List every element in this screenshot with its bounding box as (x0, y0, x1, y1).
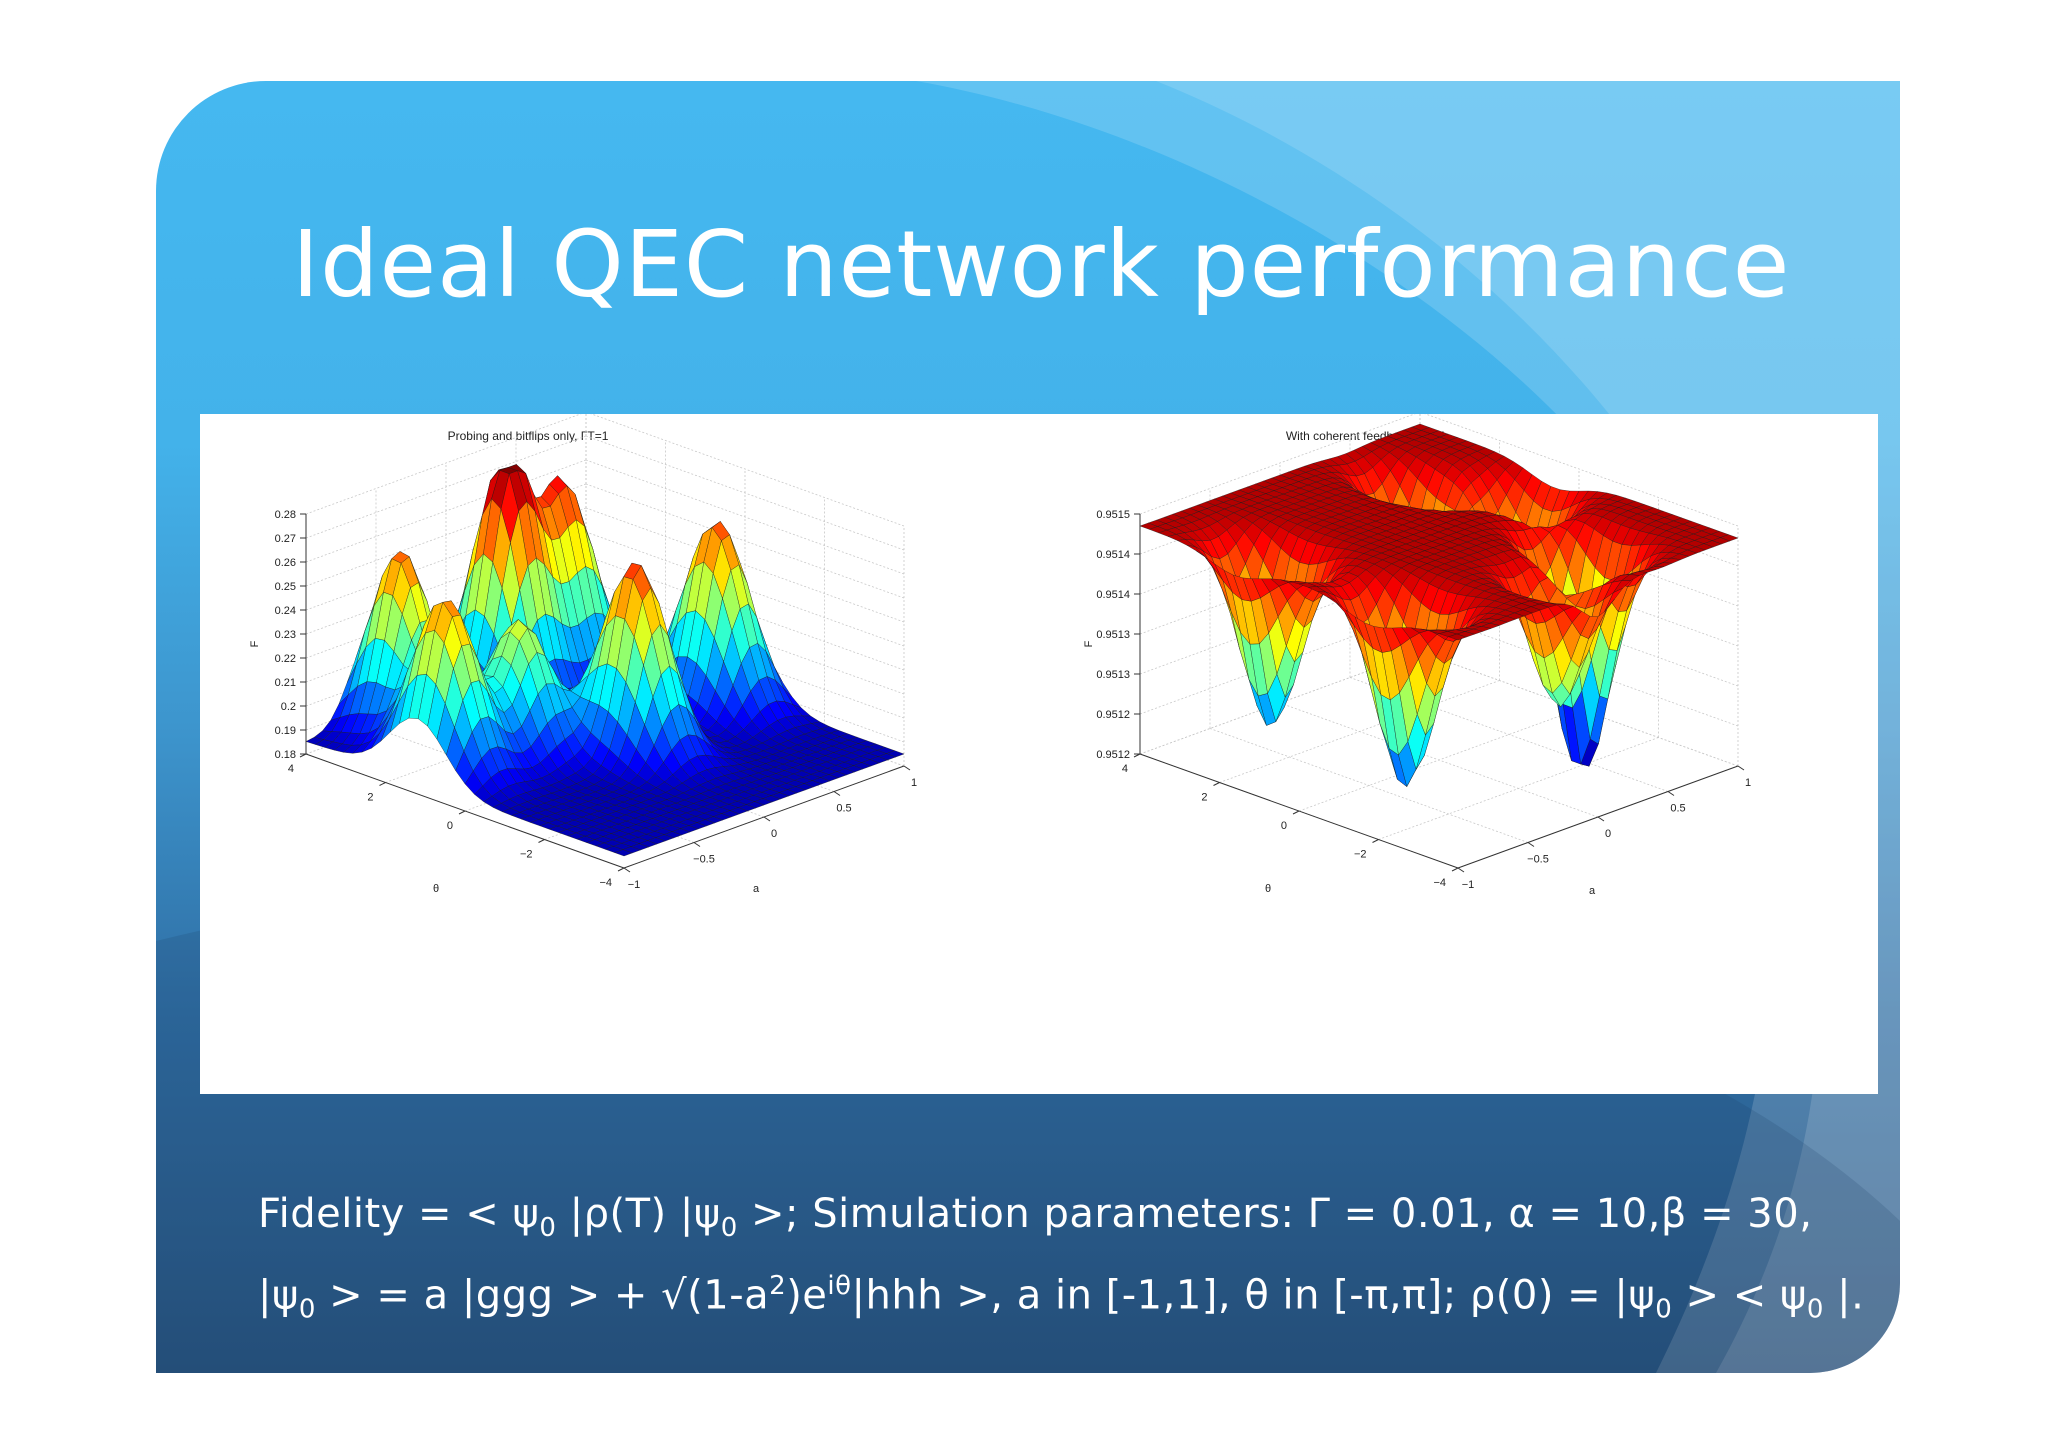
caption-line-2: |ψ0 > = a |ggg > + √(1-a2)eiθ|hhh >, a i… (258, 1257, 1864, 1338)
caption: Fidelity = < ψ0 |ρ(T) |ψ0 >; Simulation … (258, 1185, 1864, 1338)
z-tick-label: 0.19 (275, 725, 296, 737)
y-tick-label: −4 (1433, 877, 1446, 889)
y-tick-label: 4 (288, 763, 294, 775)
z-tick-label: 0.2 (281, 701, 296, 713)
z-tick-label: 0.27 (275, 533, 296, 545)
x-tick-label: −0.5 (693, 854, 715, 866)
z-tick-label: 0.28 (275, 509, 296, 521)
z-axis-label: F (1083, 640, 1095, 647)
y-axis-label: θ (1265, 883, 1271, 895)
y-axis-label: θ (433, 883, 439, 895)
x-tick-label: 1 (911, 777, 917, 789)
caption-text: Fidelity = < ψ (258, 1191, 540, 1237)
figure-panel: Probing and bitflips only, ΓT=1 −1 −0.5 0 0.… (200, 414, 1878, 1094)
y-tick-label: 2 (1201, 792, 1207, 804)
y-tick-label: −4 (599, 877, 612, 889)
caption-text: > = a |ggg > + √(1-a (315, 1272, 770, 1319)
z-tick-label: 0.25 (275, 581, 296, 593)
x-tick-label: −1 (628, 879, 641, 891)
z-tick-label: 0.9514 (1096, 589, 1130, 601)
z-tick-label: 0.9514 (1096, 549, 1130, 561)
caption-text: |hhh >, a in [-1,1], θ in [-π,π]; ρ(0) =… (851, 1272, 1656, 1319)
y-tick-label: 0 (1281, 820, 1287, 832)
z-tick-label: 0.24 (275, 605, 296, 617)
x-axis-label: a (753, 883, 760, 895)
plot-coherent-feedback: With coherent feedback, ΓT=1 −1 −0.5 0 0.5 1−… (1032, 414, 1878, 1094)
z-tick-label: 0.23 (275, 629, 296, 641)
x-tick-label: 0.5 (1670, 803, 1685, 815)
z-tick-label: 0.9513 (1096, 669, 1130, 681)
z-tick-label: 0.22 (275, 653, 296, 665)
z-tick-label: 0.9512 (1096, 709, 1130, 721)
y-tick-label: −2 (520, 849, 533, 861)
caption-text: >; Simulation parameters: Γ = 0.01, α = … (737, 1191, 1813, 1237)
x-tick-label: 0.5 (836, 803, 851, 815)
caption-subscript: 0 (298, 1294, 316, 1325)
caption-subscript: 0 (720, 1213, 738, 1243)
plot-probing-bitflips: Probing and bitflips only, ΓT=1 −1 −0.5 0 0.… (200, 414, 1032, 1094)
x-tick-label: −1 (1462, 879, 1475, 891)
caption-superscript: iθ (827, 1271, 852, 1301)
caption-superscript: 2 (769, 1271, 787, 1301)
z-tick-label: 0.26 (275, 557, 296, 569)
caption-text: |. (1823, 1272, 1865, 1319)
surface-plot-right: With coherent feedback, ΓT=1−1−0.500.51−… (1083, 414, 1751, 897)
y-tick-label: −2 (1354, 849, 1367, 861)
caption-text: > < ψ (1672, 1272, 1807, 1319)
caption-subscript: 0 (1806, 1294, 1824, 1325)
x-tick-label: 0 (1605, 828, 1611, 840)
surface-plot-left: Probing and bitflips only, ΓT=1 −1 −0.5 0 0.… (249, 414, 917, 895)
y-tick-label: 2 (367, 792, 373, 804)
y-tick-label: 0 (447, 820, 453, 832)
plot-title: Probing and bitflips only, ΓT=1 (448, 429, 609, 443)
caption-text: |ψ (258, 1272, 299, 1319)
x-axis-label: a (1589, 885, 1596, 897)
z-tick-label: 0.18 (275, 749, 296, 761)
caption-text: |ρ(T) |ψ (556, 1191, 721, 1237)
caption-subscript: 0 (539, 1213, 557, 1243)
slide: Ideal QEC network performance Probing an… (156, 81, 1900, 1373)
z-tick-label: 0.9512 (1096, 749, 1130, 761)
x-tick-label: 1 (1745, 777, 1751, 789)
surface-mesh (305, 463, 905, 857)
x-tick-label: −0.5 (1527, 854, 1549, 866)
z-tick-label: 0.21 (275, 677, 296, 689)
plot-axes (1133, 513, 1745, 873)
z-tick-label: 0.9513 (1096, 629, 1130, 641)
z-axis-label: F (249, 640, 261, 647)
z-tick-label: 0.9515 (1096, 509, 1130, 521)
caption-subscript: 0 (1655, 1294, 1673, 1325)
y-tick-label: 4 (1122, 763, 1128, 775)
x-tick-label: 0 (771, 828, 777, 840)
surface-mesh (1139, 423, 1739, 788)
caption-text: )e (786, 1272, 828, 1319)
plot-axes (299, 513, 911, 873)
caption-line-1: Fidelity = < ψ0 |ρ(T) |ψ0 >; Simulation … (258, 1185, 1864, 1257)
slide-title: Ideal QEC network performance (292, 211, 1791, 318)
